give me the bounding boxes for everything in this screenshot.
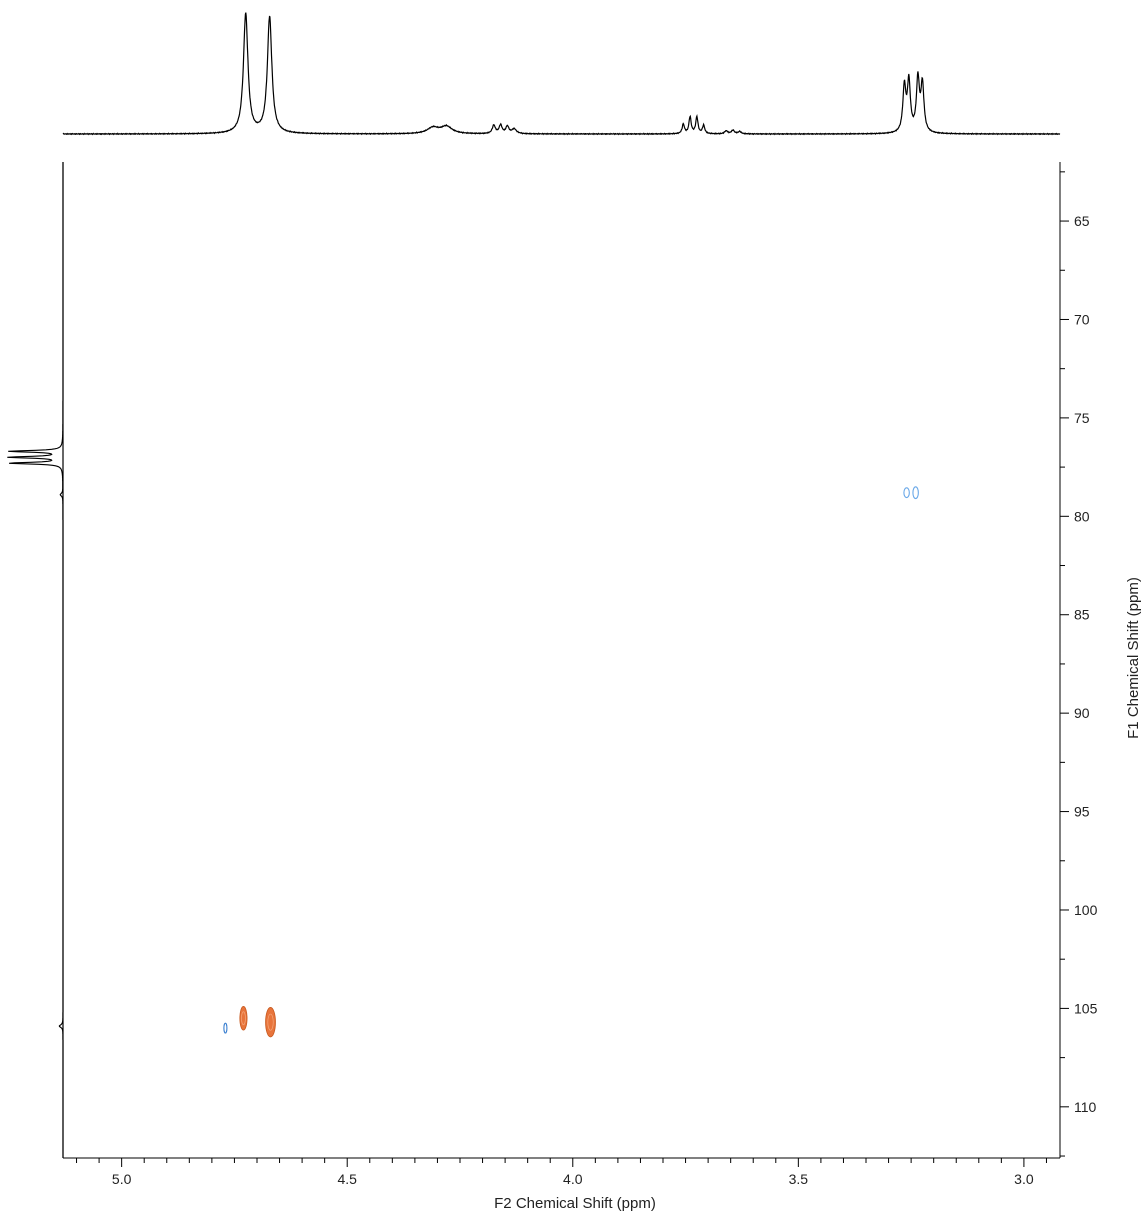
- y-tick-label: 105: [1074, 1000, 1098, 1016]
- y-axis: 65 70 75 80 85 90 95 100 105 110: [1060, 171, 1098, 1157]
- y-tick-label: 85: [1074, 607, 1090, 623]
- negative-cross-peak: [223, 1022, 228, 1034]
- x-axis-title: F2 Chemical Shift (ppm): [494, 1195, 656, 1212]
- y-tick-label: 65: [1074, 213, 1090, 229]
- f1-spectrum-trace: [7, 162, 64, 1158]
- contour-outer: [903, 487, 910, 499]
- x-tick-label: 4.0: [563, 1171, 583, 1187]
- contour-inner: [267, 1013, 274, 1031]
- y-axis-title: F1 Chemical Shift (ppm): [1125, 577, 1142, 739]
- x-tick-label: 4.5: [337, 1171, 357, 1187]
- contour-inner: [241, 1011, 246, 1026]
- f2-spectrum-trace: [62, 12, 1061, 136]
- negative-cross-peak: [912, 486, 919, 500]
- y-tick-label: 95: [1074, 804, 1090, 820]
- y-tick-label: 70: [1074, 311, 1090, 327]
- positive-cross-peak: [239, 1006, 248, 1031]
- x-tick-label: 3.5: [789, 1171, 809, 1187]
- x-axis: 5.0 4.5 4.0 3.5 3.0: [76, 1158, 1047, 1187]
- x-tick-label: 3.0: [1014, 1171, 1034, 1187]
- y-tick-label: 75: [1074, 410, 1090, 426]
- cross-peaks: [223, 486, 919, 1038]
- x-tick-label: 5.0: [112, 1171, 132, 1187]
- positive-cross-peak: [265, 1007, 276, 1038]
- contour-outer: [239, 1006, 248, 1031]
- contour-outer: [223, 1022, 228, 1034]
- negative-cross-peak: [903, 487, 910, 499]
- y-tick-label: 80: [1074, 508, 1090, 524]
- y-tick-label: 110: [1074, 1099, 1097, 1115]
- f1-projection-spectrum: [7, 162, 64, 1158]
- f2-projection-spectrum: [62, 12, 1061, 136]
- contour-outer: [912, 486, 919, 500]
- y-tick-label: 100: [1074, 902, 1098, 918]
- plot-frame: [62, 162, 1061, 1159]
- y-tick-label: 90: [1074, 705, 1090, 721]
- contour-outer: [265, 1007, 276, 1038]
